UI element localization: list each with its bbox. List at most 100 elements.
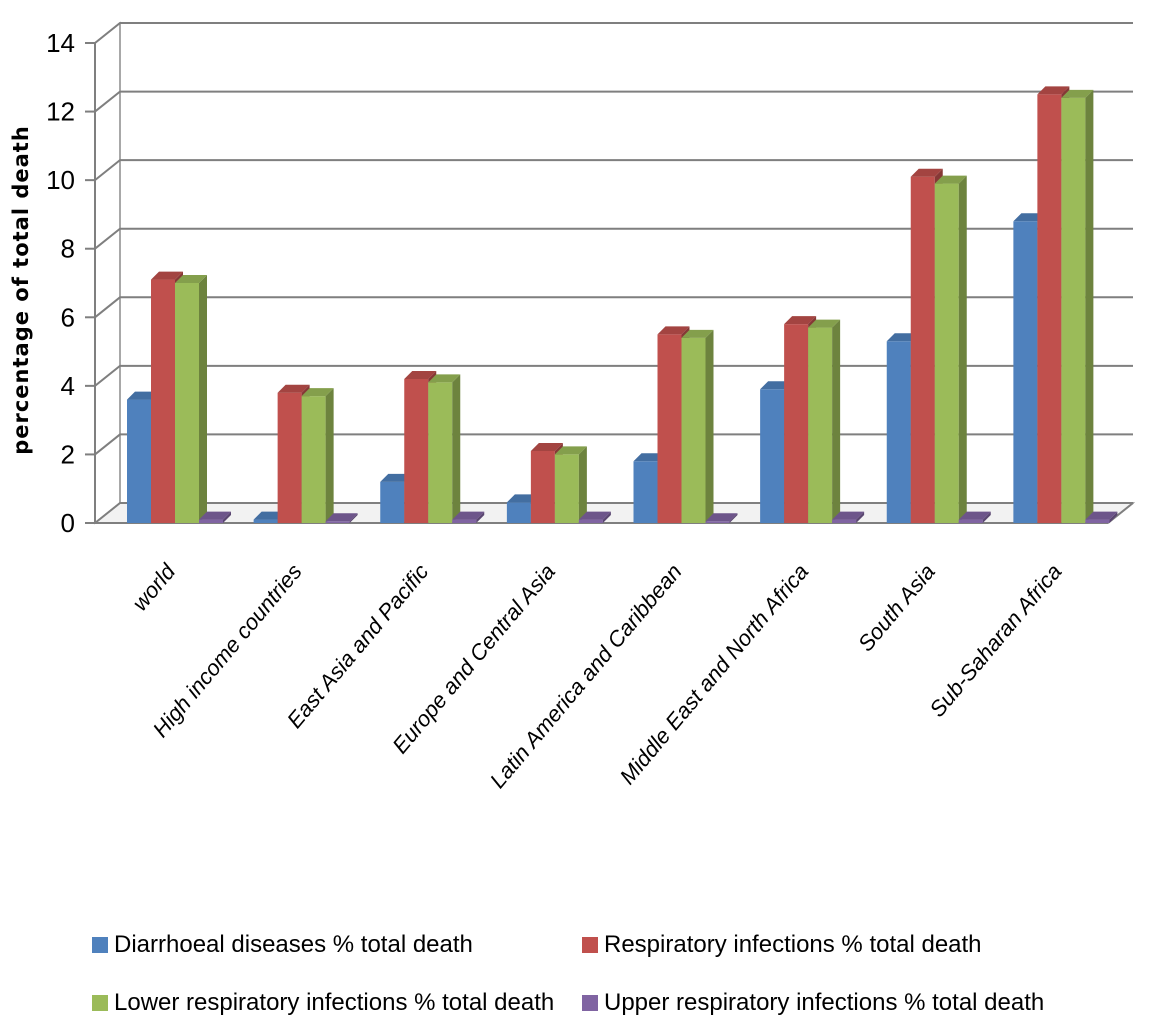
bar-2-1: [301, 388, 334, 523]
bar-2-4: [681, 329, 714, 523]
legend-label-diarrhoeal: Diarrhoeal diseases % total death: [114, 931, 473, 958]
bar-top: [910, 168, 943, 177]
bar-front: [506, 502, 531, 523]
gridline: [94, 433, 1133, 456]
bar-top: [428, 374, 461, 383]
bar-top: [681, 329, 714, 338]
bar-side: [856, 511, 865, 523]
bar-front: [127, 399, 151, 523]
bar-front: [1013, 221, 1038, 524]
bar-top: [175, 275, 207, 283]
bar-side: [729, 513, 738, 523]
bar-side: [349, 513, 358, 523]
bar-2-5: [808, 319, 841, 523]
x-category-label: world: [127, 559, 180, 616]
bar-front: [175, 283, 199, 523]
bar-2-7: [1061, 89, 1094, 523]
bar-front: [910, 176, 935, 523]
bar-front: [958, 519, 983, 523]
legend-swatch-lower-respiratory: [92, 995, 108, 1011]
gridline: [94, 296, 1133, 319]
bar-top: [301, 388, 334, 397]
bar-front: [404, 379, 429, 523]
bar-front: [784, 324, 809, 523]
bar-front: [452, 519, 477, 523]
bar-front: [301, 396, 326, 523]
legend-swatch-upper-respiratory: [582, 995, 598, 1011]
bar-side: [452, 374, 461, 523]
bar-side: [325, 388, 334, 523]
bar-top: [325, 513, 358, 522]
bar-top: [199, 511, 231, 520]
bar-3-2: [452, 511, 485, 523]
bar-front: [253, 519, 278, 523]
bar-front: [380, 481, 405, 523]
bar-2-0: [175, 275, 207, 523]
bar-side: [1085, 89, 1094, 523]
bar-3-5: [832, 511, 865, 523]
bar-2-3: [554, 446, 587, 523]
bar-side: [705, 329, 714, 523]
bar-top: [832, 511, 865, 520]
legend-label-respiratory: Respiratory infections % total death: [604, 931, 982, 958]
y-axis-label: percentage of total death: [9, 125, 33, 455]
legend-item-lower-respiratory: Lower respiratory infections % total dea…: [92, 988, 554, 1018]
bar-side: [832, 319, 841, 523]
bar-top: [277, 384, 310, 393]
bar-3-6: [958, 511, 991, 523]
bar-top: [705, 513, 738, 522]
bar-front: [681, 337, 706, 523]
bar-front: [578, 519, 603, 523]
bar-top: [808, 319, 841, 328]
y-tick-label: 8: [61, 234, 75, 264]
bar-front: [808, 327, 833, 523]
bar-front: [428, 382, 453, 523]
bar-3-1: [325, 513, 358, 523]
bar-front: [1061, 97, 1086, 523]
bar-front: [530, 451, 555, 523]
bar-top: [657, 326, 690, 335]
bar-front: [832, 519, 857, 523]
legend-label-lower-respiratory: Lower respiratory infections % total dea…: [114, 989, 555, 1016]
bar-side: [199, 275, 207, 523]
y-tick-label: 14: [46, 28, 75, 58]
bar-front: [1085, 519, 1110, 523]
bar-3-0: [199, 511, 231, 523]
bar-side: [578, 446, 587, 523]
legend-item-diarrhoeal: Diarrhoeal diseases % total death: [92, 930, 473, 960]
gridline: [94, 227, 1133, 250]
gridlines: [94, 22, 1134, 524]
bar-front: [1037, 94, 1062, 523]
legend-swatch-respiratory: [582, 937, 598, 953]
bar-front: [554, 454, 579, 523]
y-axis-ticks: 0 2 4 6 8 10 12 14: [46, 28, 95, 538]
bar-front: [633, 461, 658, 523]
bar-top: [530, 443, 563, 451]
bar-side: [223, 511, 231, 523]
y-tick-label: 0: [61, 508, 75, 538]
chart-walls: [92, 21, 1136, 525]
legend-item-respiratory: Respiratory infections % total death: [582, 930, 982, 960]
bar-front: [760, 389, 785, 523]
bar-front: [325, 521, 350, 523]
bar-top: [404, 371, 437, 379]
legend-label-upper-respiratory: Upper respiratory infections % total dea…: [604, 989, 1045, 1016]
bar-top: [958, 511, 991, 520]
x-category-label: East Asia and Pacific: [282, 559, 433, 733]
bar-front: [886, 341, 911, 523]
bar-side: [602, 511, 611, 523]
bar-side: [1109, 511, 1118, 523]
y-tick-label: 4: [61, 371, 75, 401]
bar-front: [199, 519, 223, 523]
bar-top: [151, 271, 183, 280]
gridline: [94, 159, 1133, 181]
bar-3-3: [578, 511, 611, 523]
bar-top: [578, 511, 611, 520]
y-tick-label: 10: [46, 165, 75, 195]
bar-top: [452, 511, 485, 520]
bar-top: [1037, 86, 1070, 95]
bar-2-6: [934, 175, 967, 524]
side-wall: [94, 21, 121, 525]
